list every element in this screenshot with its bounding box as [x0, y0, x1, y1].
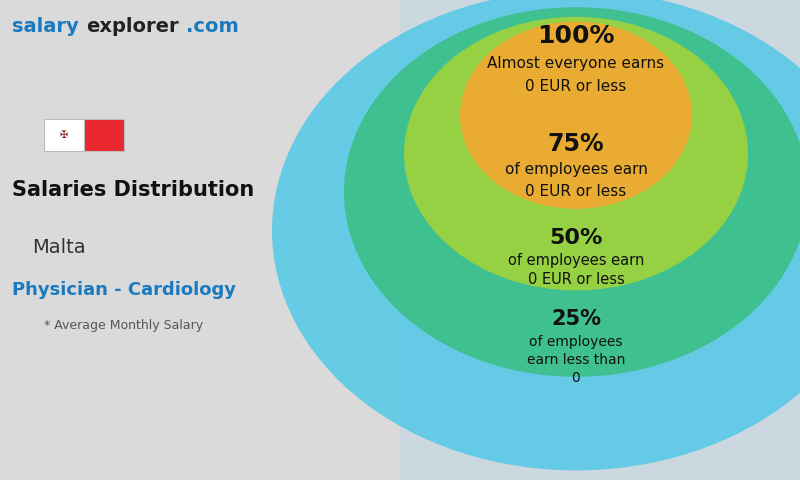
Text: of employees earn: of employees earn: [508, 253, 644, 268]
Text: 75%: 75%: [548, 132, 604, 156]
Ellipse shape: [272, 0, 800, 470]
Ellipse shape: [404, 17, 748, 290]
Text: Salaries Distribution: Salaries Distribution: [12, 180, 254, 200]
Bar: [84, 119, 124, 151]
Text: 0: 0: [572, 371, 580, 385]
Text: earn less than: earn less than: [527, 353, 625, 367]
Bar: [0, 0, 400, 480]
Text: 25%: 25%: [551, 309, 601, 329]
Text: 0 EUR or less: 0 EUR or less: [526, 79, 626, 94]
Text: Malta: Malta: [32, 238, 86, 257]
Bar: [400, 0, 800, 480]
Text: of employees: of employees: [530, 335, 622, 349]
Text: ✠: ✠: [59, 130, 67, 140]
Text: .com: .com: [186, 17, 238, 36]
Text: 0 EUR or less: 0 EUR or less: [528, 272, 624, 288]
Ellipse shape: [460, 22, 692, 209]
Text: * Average Monthly Salary: * Average Monthly Salary: [44, 319, 203, 332]
Text: explorer: explorer: [86, 17, 179, 36]
Bar: [44, 119, 84, 151]
Text: Almost everyone earns: Almost everyone earns: [487, 56, 665, 72]
Text: 50%: 50%: [550, 228, 602, 248]
Text: 100%: 100%: [538, 24, 614, 48]
Text: Physician - Cardiology: Physician - Cardiology: [12, 281, 236, 299]
Text: of employees earn: of employees earn: [505, 162, 647, 177]
Text: salary: salary: [12, 17, 78, 36]
Ellipse shape: [344, 7, 800, 377]
Text: 0 EUR or less: 0 EUR or less: [526, 183, 626, 199]
